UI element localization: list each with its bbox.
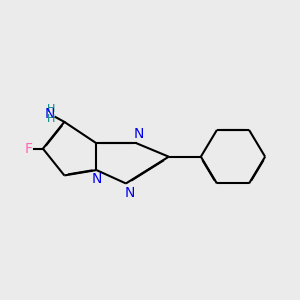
Text: H: H xyxy=(47,114,55,124)
Text: F: F xyxy=(24,142,32,156)
Text: H: H xyxy=(47,104,55,114)
Text: N: N xyxy=(44,107,55,121)
Text: N: N xyxy=(134,127,145,141)
Text: N: N xyxy=(125,186,135,200)
Text: N: N xyxy=(91,172,102,186)
